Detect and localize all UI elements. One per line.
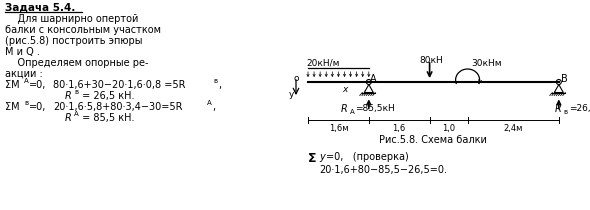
Text: = 26,5 кН.: = 26,5 кН. — [79, 91, 135, 101]
Text: ,: , — [212, 102, 215, 112]
Text: Для шарнирно опертой: Для шарнирно опертой — [5, 14, 139, 24]
Text: Задача 5.4.: Задача 5.4. — [5, 3, 76, 13]
Text: (рис.5.8) построить эпюры: (рис.5.8) построить эпюры — [5, 36, 143, 46]
Text: М и Q .: М и Q . — [5, 47, 40, 57]
Text: =0,: =0, — [29, 102, 47, 112]
Text: Рис.5.8. Схема балки: Рис.5.8. Схема балки — [379, 135, 487, 145]
Text: 1,0: 1,0 — [442, 124, 455, 133]
Text: x: x — [342, 85, 347, 94]
Text: 1,6м: 1,6м — [329, 124, 348, 133]
Text: 20·1,6·5,8+80·3,4−30=5R: 20·1,6·5,8+80·3,4−30=5R — [53, 102, 182, 112]
Text: 20кН/м: 20кН/м — [306, 59, 339, 68]
Text: в: в — [24, 100, 28, 106]
Text: R: R — [555, 104, 562, 113]
Text: R: R — [65, 113, 72, 123]
Text: 2,4м: 2,4м — [503, 124, 523, 133]
Text: R: R — [65, 91, 72, 101]
Text: A: A — [350, 109, 355, 116]
Text: A: A — [24, 78, 29, 84]
Text: акции :: акции : — [5, 69, 42, 79]
Text: 80·1,6+30−20·1,6·0,8 =5R: 80·1,6+30−20·1,6·0,8 =5R — [53, 80, 185, 90]
Text: =0,: =0, — [29, 80, 47, 90]
Text: =26,5кН: =26,5кН — [569, 105, 590, 113]
Text: в: в — [213, 78, 217, 84]
Text: A: A — [74, 111, 78, 117]
Text: y: y — [289, 90, 294, 99]
Text: Σ: Σ — [308, 152, 316, 165]
Text: A: A — [370, 74, 376, 84]
Text: B: B — [561, 74, 568, 84]
Text: 30кНм: 30кНм — [471, 59, 502, 68]
Text: в: в — [564, 109, 568, 116]
Text: ΣM: ΣM — [5, 80, 19, 90]
Text: балки с консольным участком: балки с консольным участком — [5, 25, 161, 35]
Text: A: A — [207, 100, 212, 106]
Text: = 85,5 кН.: = 85,5 кН. — [79, 113, 135, 123]
Text: =0,   (проверка): =0, (проверка) — [326, 152, 409, 162]
Text: ΣM: ΣM — [5, 102, 19, 112]
Text: 1,6: 1,6 — [392, 124, 406, 133]
Text: ,: , — [218, 80, 221, 90]
Text: в: в — [74, 89, 78, 95]
Text: o: o — [293, 74, 299, 83]
Text: R: R — [341, 104, 348, 113]
Text: 80кН: 80кН — [419, 56, 443, 65]
Text: =85,5кН: =85,5кН — [355, 105, 395, 113]
Text: Определяем опорные ре-: Определяем опорные ре- — [5, 58, 149, 68]
Text: y: y — [319, 152, 324, 162]
Text: 20·1,6+80−85,5−26,5=0.: 20·1,6+80−85,5−26,5=0. — [319, 165, 447, 175]
